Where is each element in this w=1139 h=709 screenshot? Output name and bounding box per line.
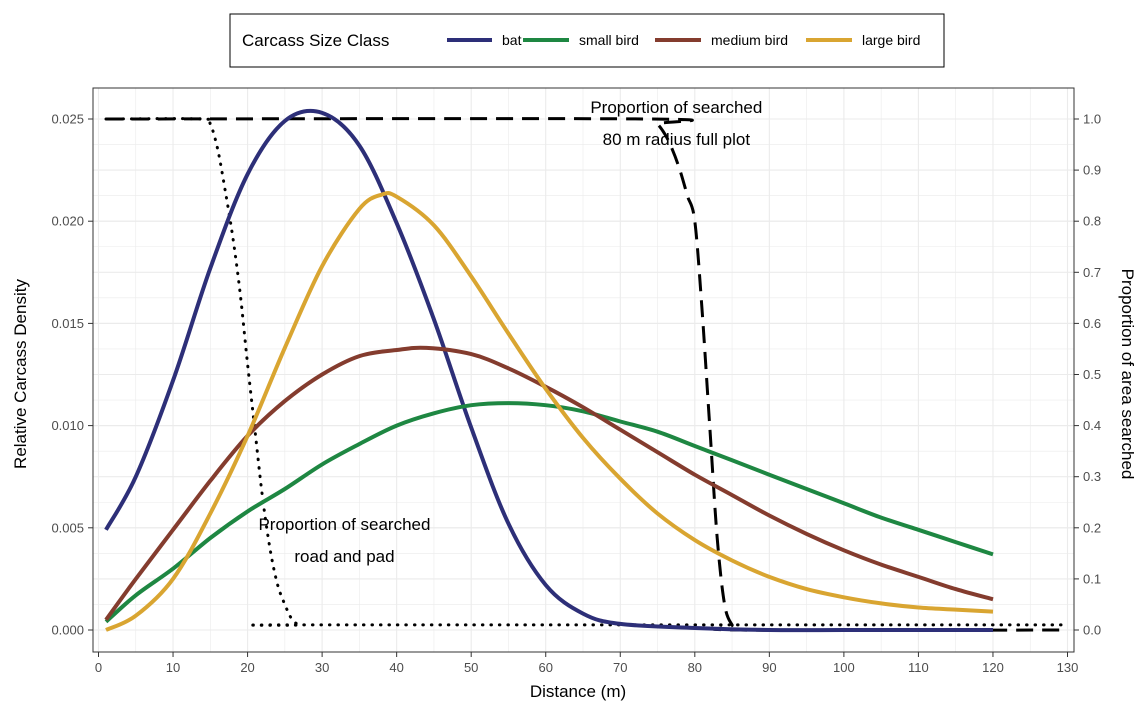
legend-label-medium-bird: medium bird xyxy=(711,32,788,48)
x-tick-label: 130 xyxy=(1057,660,1079,675)
series-lines xyxy=(104,108,1069,633)
y2-tick-label: 0.6 xyxy=(1083,316,1101,331)
gridlines xyxy=(93,88,1074,652)
x-tick-label: 20 xyxy=(240,660,254,675)
y2-tick-label: 0.0 xyxy=(1083,623,1101,638)
y2-axis-title: Proportion of area searched xyxy=(1118,269,1137,480)
x-tick-label: 90 xyxy=(762,660,776,675)
x-tick-label: 100 xyxy=(833,660,855,675)
y2-tick-label: 1.0 xyxy=(1083,112,1101,127)
y2-tick-label: 0.1 xyxy=(1083,571,1101,586)
plot-panel-border xyxy=(92,87,1075,653)
annotation-text: 80 m radius full plot xyxy=(603,130,751,149)
annotation-text: Proportion of searched xyxy=(258,515,430,534)
annotation-text: road and pad xyxy=(294,547,394,566)
annotations: Proportion of searched 80 m radius full p… xyxy=(258,98,762,566)
legend-title: Carcass Size Class xyxy=(242,31,389,50)
y2-tick-label: 0.7 xyxy=(1083,265,1101,280)
legend: Carcass Size Class bat small bird medium… xyxy=(229,13,945,68)
axes: 0 10 20 30 40 50 60 70 80 90 100 110 120 1300.0000.00… xyxy=(51,112,1101,676)
y2-tick-label: 0.8 xyxy=(1083,214,1101,229)
x-tick-label: 0 xyxy=(95,660,102,675)
series-line-bat xyxy=(104,108,993,633)
y2-tick-label: 0.5 xyxy=(1083,367,1101,382)
legend-label-bat: bat xyxy=(502,32,522,48)
x-tick-label: 10 xyxy=(166,660,180,675)
legend-label-small-bird: small bird xyxy=(579,32,639,48)
x-axis-title: Distance (m) xyxy=(530,682,626,701)
series-line-large-bird xyxy=(105,190,994,632)
y-axis-title: Relative Carcass Density xyxy=(11,279,30,469)
x-tick-label: 60 xyxy=(538,660,552,675)
series-line-small-bird xyxy=(104,401,994,624)
y2-tick-label: 0.9 xyxy=(1083,163,1101,178)
y-tick-label: 0.000 xyxy=(51,623,84,638)
x-tick-label: 80 xyxy=(688,660,702,675)
legend-label-large-bird: large bird xyxy=(862,32,920,48)
y-tick-label: 0.005 xyxy=(51,520,84,535)
annotation-text: Proportion of searched xyxy=(590,98,762,117)
y-tick-label: 0.010 xyxy=(51,418,84,433)
series-line-proportion-of-searched-80-m-radius-full-plot xyxy=(105,117,1068,632)
y-tick-label: 0.020 xyxy=(51,214,84,229)
y2-tick-label: 0.3 xyxy=(1083,469,1101,484)
x-tick-label: 50 xyxy=(464,660,478,675)
x-tick-label: 110 xyxy=(908,660,929,675)
y2-tick-label: 0.4 xyxy=(1083,418,1101,433)
y2-tick-label: 0.2 xyxy=(1083,520,1101,535)
y-tick-label: 0.015 xyxy=(51,316,84,331)
y-tick-label: 0.025 xyxy=(51,112,84,127)
x-tick-label: 30 xyxy=(315,660,329,675)
series-line-proportion-of-searched-road-and-pad xyxy=(104,117,1069,627)
x-tick-label: 70 xyxy=(613,660,627,675)
x-tick-label: 120 xyxy=(982,660,1004,675)
x-tick-label: 40 xyxy=(389,660,403,675)
